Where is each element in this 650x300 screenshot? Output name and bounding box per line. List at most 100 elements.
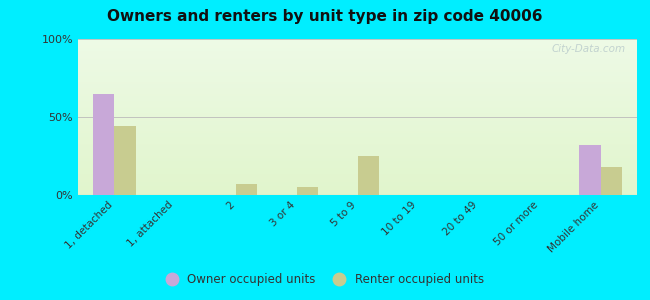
Bar — [78, 95, 637, 96]
Bar — [78, 96, 637, 97]
Bar — [78, 187, 637, 188]
Bar — [78, 153, 637, 154]
Bar — [78, 119, 637, 120]
Bar — [78, 64, 637, 65]
Bar — [78, 89, 637, 90]
Bar — [78, 171, 637, 172]
Bar — [78, 158, 637, 159]
Bar — [78, 39, 637, 40]
Bar — [78, 191, 637, 192]
Bar — [78, 88, 637, 89]
Bar — [78, 115, 637, 116]
Bar — [78, 145, 637, 146]
Bar — [78, 67, 637, 68]
Bar — [78, 61, 637, 62]
Bar — [78, 42, 637, 43]
Bar — [78, 134, 637, 135]
Bar — [78, 146, 637, 147]
Bar — [78, 156, 637, 157]
Bar — [78, 43, 637, 44]
Bar — [78, 103, 637, 104]
Bar — [78, 102, 637, 103]
Bar — [78, 68, 637, 69]
Bar — [78, 108, 637, 109]
Bar — [78, 77, 637, 78]
Bar — [601, 167, 622, 195]
Bar — [78, 55, 637, 56]
Bar — [78, 76, 637, 77]
Text: City-Data.com: City-Data.com — [552, 44, 626, 54]
Bar — [114, 126, 136, 195]
Bar — [78, 128, 637, 129]
Bar — [78, 54, 637, 55]
Bar — [78, 83, 637, 84]
Bar — [78, 138, 637, 139]
Bar — [78, 142, 637, 143]
Bar — [78, 90, 637, 91]
Bar — [78, 46, 637, 47]
Bar — [78, 126, 637, 127]
Bar — [78, 139, 637, 140]
Bar — [78, 183, 637, 184]
Bar — [78, 84, 637, 85]
Bar — [78, 74, 637, 75]
Bar — [358, 156, 379, 195]
Bar — [78, 63, 637, 64]
Bar — [78, 109, 637, 110]
Bar — [78, 161, 637, 162]
Bar — [78, 118, 637, 119]
Bar — [78, 127, 637, 128]
Bar — [78, 78, 637, 79]
Bar — [78, 121, 637, 122]
Bar — [78, 154, 637, 155]
Bar — [78, 123, 637, 124]
Bar — [78, 164, 637, 165]
Bar — [78, 69, 637, 70]
Bar — [78, 120, 637, 121]
Bar — [78, 53, 637, 54]
Bar — [78, 185, 637, 186]
Bar — [78, 99, 637, 100]
Bar — [78, 140, 637, 141]
Bar — [78, 124, 637, 125]
Bar — [78, 169, 637, 170]
Bar — [78, 81, 637, 82]
Bar — [78, 93, 637, 94]
Bar — [78, 143, 637, 144]
Bar — [78, 182, 637, 183]
Bar — [78, 45, 637, 46]
Bar — [78, 70, 637, 71]
Bar — [78, 176, 637, 177]
Bar — [78, 87, 637, 88]
Bar — [78, 100, 637, 101]
Bar — [78, 51, 637, 52]
Bar — [78, 188, 637, 189]
Bar — [78, 41, 637, 42]
Bar — [78, 159, 637, 160]
Bar — [78, 151, 637, 152]
Bar — [78, 170, 637, 171]
Bar — [78, 189, 637, 190]
Bar — [78, 150, 637, 151]
Bar — [78, 104, 637, 105]
Bar — [78, 137, 637, 138]
Bar — [78, 48, 637, 49]
Bar — [78, 82, 637, 83]
Bar — [78, 57, 637, 58]
Bar — [78, 130, 637, 131]
Bar — [78, 194, 637, 195]
Bar — [78, 174, 637, 175]
Bar — [78, 184, 637, 185]
Bar — [78, 40, 637, 41]
Bar — [93, 94, 114, 195]
Bar — [78, 160, 637, 161]
Bar — [78, 40, 637, 41]
Bar — [78, 148, 637, 149]
Bar — [78, 175, 637, 176]
Bar — [78, 73, 637, 74]
Bar — [78, 173, 637, 174]
Bar — [78, 98, 637, 99]
Bar — [78, 167, 637, 168]
Bar — [78, 56, 637, 57]
Bar — [78, 165, 637, 166]
